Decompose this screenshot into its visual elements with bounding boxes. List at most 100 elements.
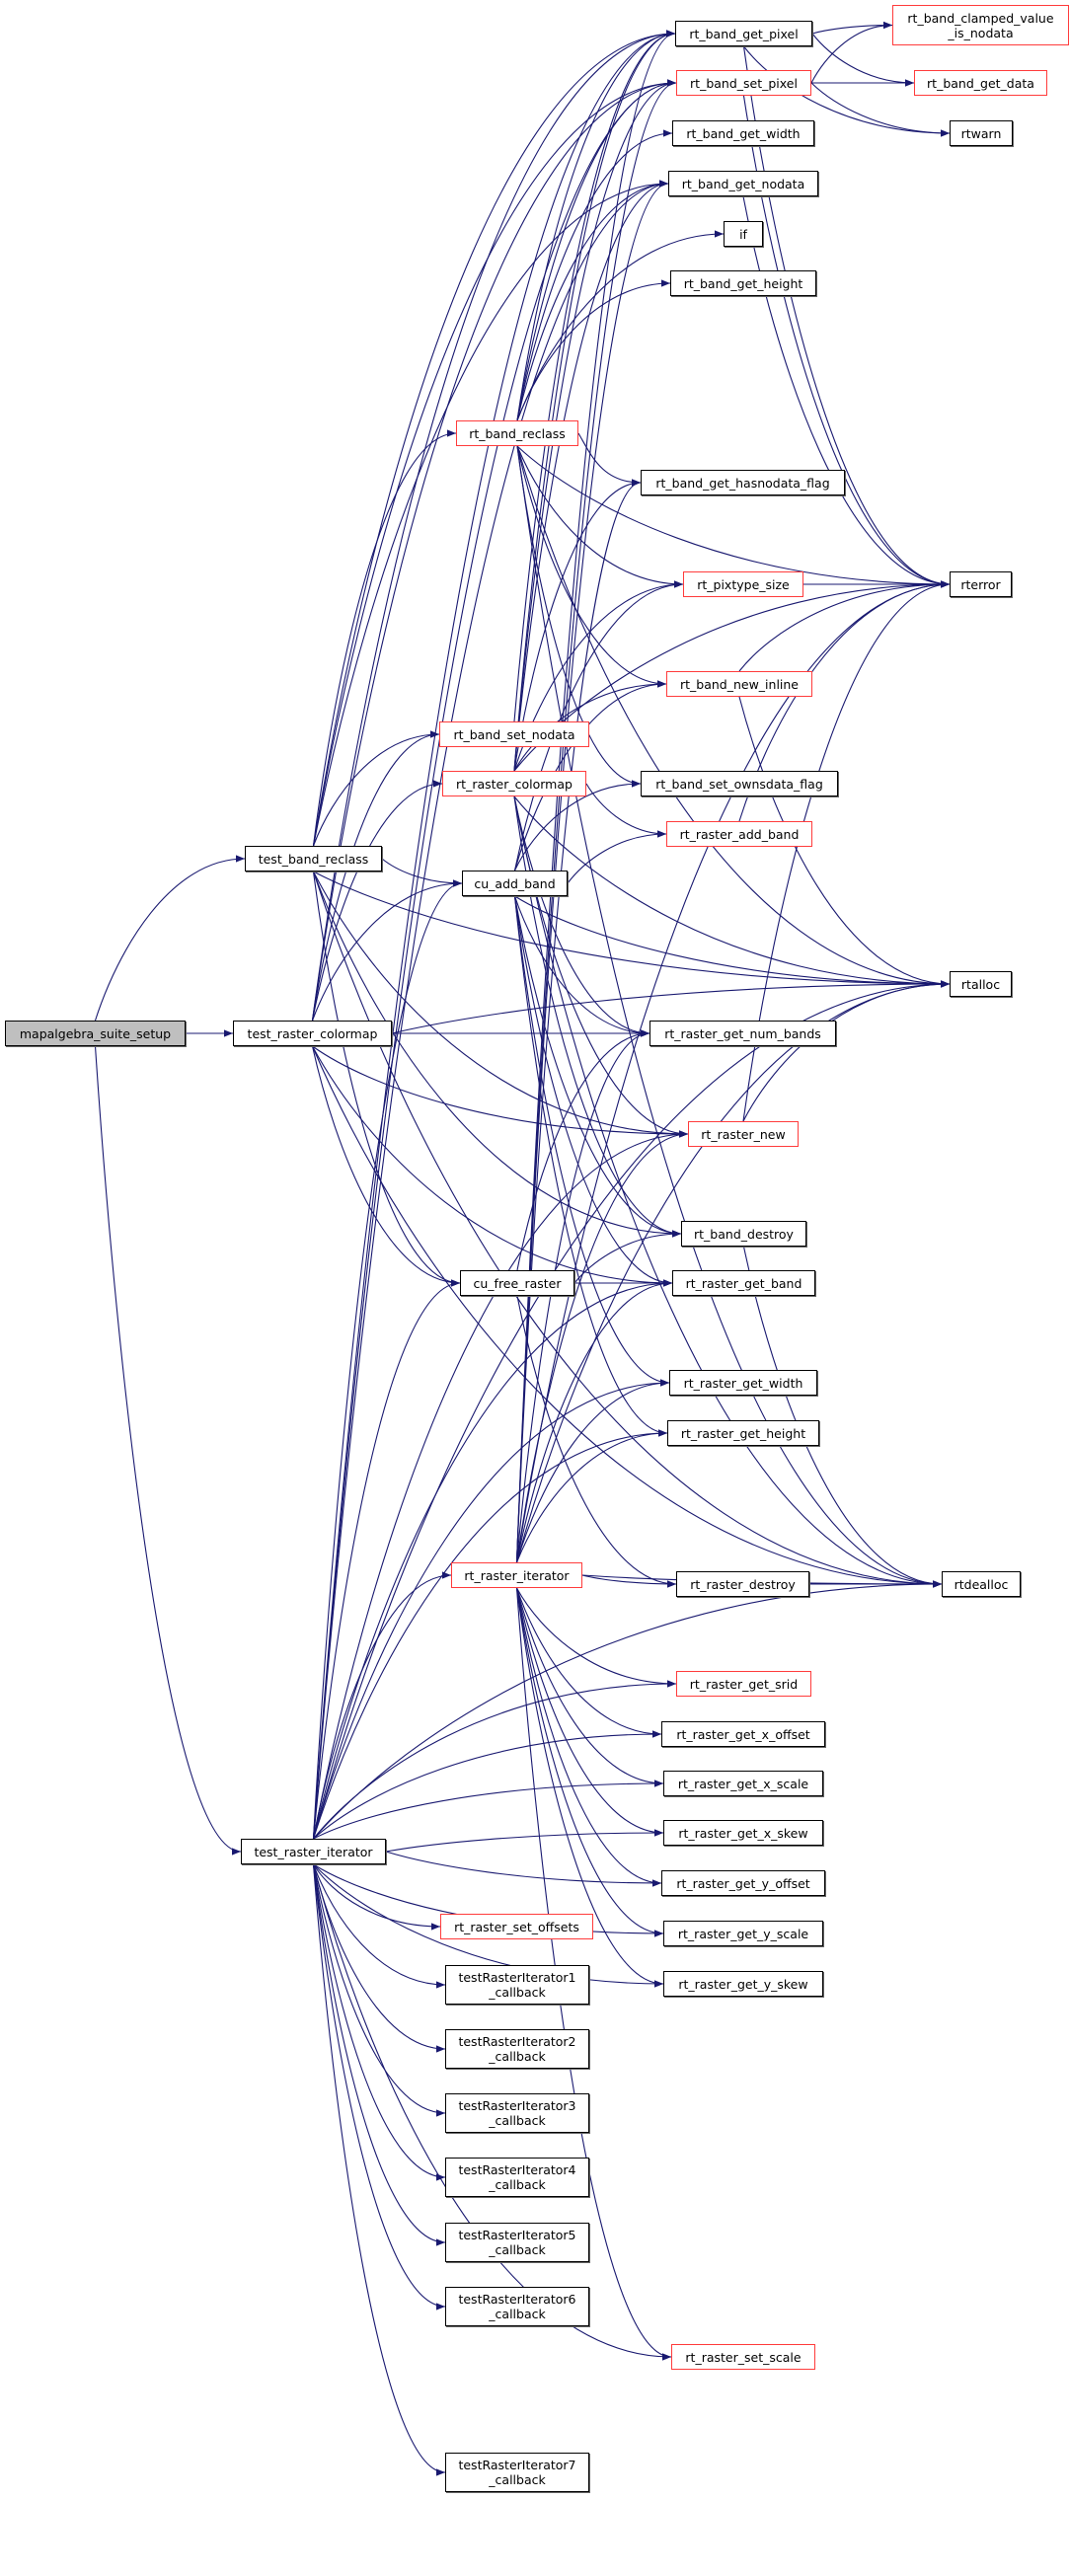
node-testRasterIterator1-callback[interactable]: testRasterIterator1 _callback [445,1965,589,2005]
edge-rt_raster_iterator-to-rt_raster_set_scale [515,1587,672,2361]
node-rt-raster-get-width[interactable]: rt_raster_get_width [669,1370,817,1396]
node-label: _callback [489,2307,546,2321]
node-label: test_raster_colormap [247,1025,378,1041]
node-rt-raster-iterator[interactable]: rt_raster_iterator [451,1562,582,1588]
node-testRasterIterator7-callback[interactable]: testRasterIterator7 _callback [445,2453,589,2492]
edge-cu_free_raster-to-rt_raster_get_num_bands [516,1029,650,1271]
node-label: rt_pixtype_size [697,576,790,592]
node-test-raster-colormap[interactable]: test_raster_colormap [233,1021,392,1046]
node-testRasterIterator6-callback[interactable]: testRasterIterator6 _callback [445,2287,589,2326]
node-testRasterIterator4-callback[interactable]: testRasterIterator4 _callback [445,2158,589,2197]
node-rt-raster-get-band[interactable]: rt_raster_get_band [672,1270,815,1296]
edge-rt_raster_iterator-to-rt_raster_get_x_offset [515,1587,662,1738]
edge-cu_add_band-to-rt_raster_get_width [513,895,670,1387]
node-rtalloc[interactable]: rtalloc [950,971,1012,997]
edge-test_raster_iterator-to-rt_raster_get_srid [313,1680,677,1840]
node-rt-raster-get-x-scale[interactable]: rt_raster_get_x_scale [663,1771,823,1796]
node-rt-band-reclass[interactable]: rt_band_reclass [456,420,578,446]
edge-test_raster_iterator-to-rt_band_get_pixel [312,30,676,1840]
node-rt-raster-new[interactable]: rt_raster_new [688,1121,799,1147]
edge-test_band_reclass-to-rtalloc [313,871,951,988]
node-rt-band-set-pixel[interactable]: rt_band_set_pixel [676,70,811,96]
node-rtwarn[interactable]: rtwarn [950,120,1013,146]
node-label: rt_raster_get_x_offset [676,1726,810,1742]
edge-test_band_reclass-to-rt_band_get_pixel [312,30,676,847]
node-label: _callback [489,2472,546,2487]
node-rtdealloc[interactable]: rtdealloc [942,1571,1021,1597]
node-cu-add-band[interactable]: cu_add_band [462,871,568,896]
node-label: rt_band_get_width [686,125,801,141]
node-rt-raster-get-num-bands[interactable]: rt_raster_get_num_bands [649,1021,836,1046]
edge-rt_raster_colormap-to-rt_raster_add_band [585,783,667,838]
node-mapalgebra-suite-setup[interactable]: mapalgebra_suite_setup [5,1021,186,1046]
node-rt-raster-add-band[interactable]: rt_raster_add_band [666,821,812,847]
node-if[interactable]: if [724,221,763,247]
node-rt-raster-get-y-offset[interactable]: rt_raster_get_y_offset [661,1870,825,1896]
node-label: testRasterIterator7 [458,2458,576,2472]
node-rt-raster-destroy[interactable]: rt_raster_destroy [676,1571,809,1597]
edge-test_band_reclass-to-rt_band_set_nodata [312,730,440,847]
node-rt-band-new-inline[interactable]: rt_band_new_inline [666,671,812,697]
node-rt-pixtype-size[interactable]: rt_pixtype_size [683,571,803,597]
edge-rt_band_reclass-to-rt_pixtype_size [516,445,684,588]
node-rt-band-get-width[interactable]: rt_band_get_width [672,120,814,146]
edge-test_raster_iterator-to-rt_raster_get_band [312,1279,673,1840]
edge-rt_raster_colormap-to-rt_raster_get_num_bands [513,796,650,1037]
node-rt-raster-colormap[interactable]: rt_raster_colormap [442,771,586,796]
edge-cu_add_band-to-rt_band_set_ownsdata_flag [514,780,642,871]
edge-cu_add_band-to-rtalloc [514,895,951,988]
edge-test_raster_colormap-to-rtalloc [391,980,951,1034]
edge-rt_raster_colormap-to-rtalloc [513,796,951,988]
edge-test_band_reclass-to-rtdealloc [312,871,943,1588]
node-label: cu_add_band [474,875,556,891]
node-rterror[interactable]: rterror [950,571,1012,597]
node-rt-raster-set-scale[interactable]: rt_raster_set_scale [671,2344,815,2370]
node-rt-band-get-height[interactable]: rt_band_get_height [670,270,816,296]
node-rt-raster-get-x-skew[interactable]: rt_raster_get_x_skew [663,1820,823,1846]
edge-test_raster_iterator-to-rtdealloc [313,1580,943,1840]
node-rt-raster-set-offsets[interactable]: rt_raster_set_offsets [440,1914,593,1939]
node-rt-band-set-nodata[interactable]: rt_band_set_nodata [439,721,589,747]
edge-test_raster_iterator-to-testRasterIterator1_callback [312,1863,446,1989]
edge-test_raster_iterator-to-rt_raster_get_y_scale [313,1863,664,1937]
node-testRasterIterator5-callback[interactable]: testRasterIterator5 _callback [445,2223,589,2262]
edge-rt_band_set_pixel-to-rtwarn [810,82,951,137]
edge-test_band_reclass-to-rt_band_get_nodata [312,180,669,847]
node-rt-band-get-pixel[interactable]: rt_band_get_pixel [675,21,812,46]
node-rt-raster-get-y-skew[interactable]: rt_raster_get_y_skew [663,1971,823,1997]
node-rt-band-get-nodata[interactable]: rt_band_get_nodata [668,171,818,196]
node-testRasterIterator3-callback[interactable]: testRasterIterator3 _callback [445,2093,589,2133]
edge-rt_band_get_nodata-to-rterror [742,195,951,588]
edge-test_raster_iterator-to-cu_free_raster [312,1279,461,1840]
edge-test_raster_iterator-to-testRasterIterator5_callback [312,1863,446,2246]
node-testRasterIterator2-callback[interactable]: testRasterIterator2 _callback [445,2029,589,2069]
node-rt-raster-get-height[interactable]: rt_raster_get_height [667,1420,819,1446]
node-rt-band-destroy[interactable]: rt_band_destroy [681,1221,806,1247]
edge-mapalgebra_suite_setup-to-test_raster_iterator [94,1045,242,1856]
edge-cu_free_raster-to-rt_raster_destroy [516,1295,677,1588]
node-label: rtwarn [960,125,1002,141]
edge-cu_add_band-to-rt_band_new_inline [513,680,667,871]
node-label: _is_nodata [948,25,1014,40]
node-rt-raster-get-y-scale[interactable]: rt_raster_get_y_scale [663,1921,823,1946]
node-test-band-reclass[interactable]: test_band_reclass [245,846,382,871]
node-label: rt_raster_get_srid [689,1676,799,1692]
edge-rt_raster_colormap-to-rt_band_destroy [513,796,682,1238]
node-rt-band-clamped-value-is-nodata[interactable]: rt_band_clamped_value _is_nodata [892,5,1069,45]
edge-rt_band_reclass-to-rtdealloc [516,445,943,1588]
edge-test_raster_iterator-to-rt_raster_get_height [312,1429,668,1840]
edge-test_raster_colormap-to-cu_free_raster [311,1045,461,1287]
edge-test_band_reclass-to-rt_band_set_pixel [312,79,677,847]
node-rt-band-get-data[interactable]: rt_band_get_data [914,70,1047,96]
node-rt-band-get-hasnodata-flag[interactable]: rt_band_get_hasnodata_flag [641,470,845,495]
node-rt-raster-get-x-offset[interactable]: rt_raster_get_x_offset [661,1721,825,1747]
node-test-raster-iterator[interactable]: test_raster_iterator [241,1839,386,1864]
node-cu-free-raster[interactable]: cu_free_raster [460,1270,574,1296]
node-rt-band-set-ownsdata-flag[interactable]: rt_band_set_ownsdata_flag [641,771,838,796]
node-label: rt_raster_get_band [685,1275,802,1291]
node-label: _callback [489,1985,546,2000]
node-label: rt_band_set_nodata [453,726,575,742]
edge-cu_add_band-to-rt_pixtype_size [513,580,684,871]
edge-rt_band_get_pixel-to-rtwarn [743,45,951,137]
node-rt-raster-get-srid[interactable]: rt_raster_get_srid [676,1671,811,1697]
